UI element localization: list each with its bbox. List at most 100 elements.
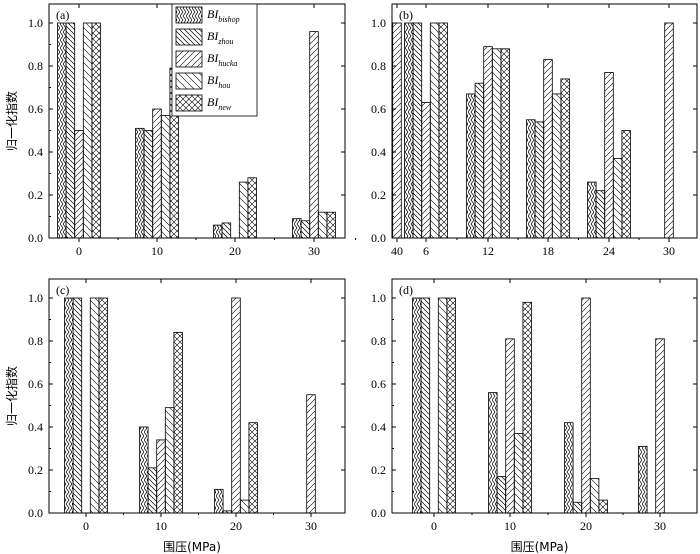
x-tick-label: 30 xyxy=(308,244,320,258)
bar-bi-new-18 xyxy=(560,78,570,239)
bar-bi-bishop-30 xyxy=(292,218,302,239)
bar-bi-new-24 xyxy=(621,130,631,239)
bar-bi-zhou-20 xyxy=(222,510,233,514)
bar-bi-hou-24 xyxy=(612,158,623,239)
bar-bi-zhou-12 xyxy=(474,82,485,239)
x-tick-label: 20 xyxy=(229,244,241,258)
bar-bi-zhou-0 xyxy=(72,297,83,514)
x-tick-label: 10 xyxy=(151,244,163,258)
x-tick-label: 6 xyxy=(423,244,429,258)
bar-bi-bishop-10 xyxy=(135,127,145,239)
x-tick-label: 10 xyxy=(155,519,167,533)
bar-bi-bishop-30 xyxy=(638,445,648,514)
x-tick-label: 0 xyxy=(76,244,82,258)
bar-bi-hucka-30 xyxy=(306,394,316,514)
bar-bi-hucka-12 xyxy=(483,46,493,239)
bar-bi-bishop-0 xyxy=(412,297,422,514)
bar-bi-bishop-10 xyxy=(139,426,149,514)
y-tick-label: 0.4 xyxy=(371,145,386,159)
bar-bi-hucka-30 xyxy=(309,31,319,239)
bar-bi-zhou-20 xyxy=(572,501,583,514)
x-axis-label: 围压(MPa) xyxy=(511,540,569,554)
bar-bi-new-30 xyxy=(326,211,336,239)
y-tick-label: 1.0 xyxy=(28,16,43,30)
y-tick-label: 0.4 xyxy=(371,420,386,434)
bar-bi-hou-10 xyxy=(160,115,171,239)
x-tick-label: 30 xyxy=(654,519,666,533)
panel-label: (b) xyxy=(399,8,413,22)
y-tick-label: 0.8 xyxy=(28,334,43,348)
bar-bi-hou-10 xyxy=(164,407,175,514)
bar-bi-bishop-18 xyxy=(526,119,536,239)
y-axis-label: 归一化指数 xyxy=(4,91,19,151)
legend-swatch xyxy=(175,28,203,46)
panel-label: (c) xyxy=(56,283,69,297)
bar-bi-hou-6 xyxy=(429,22,440,239)
bar-bi-hou-20 xyxy=(589,478,600,514)
y-tick-label: 0.8 xyxy=(371,59,386,73)
panel-d: 0.0 0.2 0.4 0.6 0.8 1.0 0 10 20 30 (d) 围压(MPa) xyxy=(371,278,698,554)
bar-bi-bishop-20 xyxy=(213,224,223,239)
panel-b: 0.0 0.2 0.4 0.6 0.8 1.0 6 12 18 24 30 (b) xyxy=(371,3,698,258)
y-tick-label: 0.6 xyxy=(371,102,386,116)
x-tick-label: 30 xyxy=(663,244,675,258)
bar-bi-hucka-30 xyxy=(664,22,674,239)
bar-bi-new-20 xyxy=(248,422,258,514)
bar-bi-hou-0 xyxy=(437,297,448,514)
bar-bi-hou-20 xyxy=(238,181,249,239)
bar-bi-hucka-30 xyxy=(655,338,665,514)
x-tick-label: 20 xyxy=(580,519,592,533)
bar-bi-hou-12 xyxy=(491,48,502,239)
bar-bi-hucka-24 xyxy=(604,72,614,239)
bar-bi-zhou-10 xyxy=(496,476,507,514)
bar-bi-new-0 xyxy=(446,297,456,514)
bar-bi-zhou-10 xyxy=(143,130,154,239)
bar-bi-bishop-12 xyxy=(466,93,476,239)
bar-bi-hucka-20 xyxy=(231,297,241,514)
x-tick-label: 20 xyxy=(230,519,242,533)
bar-bi-hou-0 xyxy=(89,297,100,514)
plot-frame xyxy=(48,278,346,514)
bar-bi-bishop-10 xyxy=(488,392,498,514)
x-tick-label: 40 xyxy=(391,244,403,258)
bar-bi-bishop-0 xyxy=(64,297,74,514)
bar-bi-hucka-6 xyxy=(421,102,431,239)
x-tick-label: 18 xyxy=(542,244,554,258)
y-tick-label: 0.0 xyxy=(371,231,386,245)
y-tick-label: 0.8 xyxy=(28,59,43,73)
x-tick-label: 30 xyxy=(305,519,317,533)
bar-bi-hucka-0 xyxy=(74,130,84,239)
bar-bi-hucka-10 xyxy=(156,439,166,514)
panel-label: (d) xyxy=(399,283,413,297)
bar-bi-zhou-6 xyxy=(412,22,423,239)
bar-bi-hucka-10 xyxy=(505,338,515,514)
y-tick-label: 0.2 xyxy=(371,463,386,477)
bar-bi-hucka-10 xyxy=(152,108,162,239)
bar-bi-new-20 xyxy=(598,499,608,514)
x-axis-label: 围压(MPa) xyxy=(163,540,221,554)
bar-bi-zhou-24 xyxy=(595,190,606,239)
y-axis-label: 归一化指数 xyxy=(4,366,19,426)
y-tick-label: 0.0 xyxy=(371,506,386,520)
bar-bi-hou-30 xyxy=(317,211,328,239)
bar-bi-new-0 xyxy=(91,22,101,239)
bar-bi-new-0 xyxy=(98,297,108,514)
legend-swatch xyxy=(175,50,203,68)
bar-bi-zhou-18 xyxy=(534,121,545,239)
bar-bi-hou-20 xyxy=(239,499,250,514)
bar-bi-hucka-20 xyxy=(581,297,591,514)
bar-bi-hou-0 xyxy=(82,22,93,239)
bar-bi-hucka-18 xyxy=(543,59,553,239)
bar-bi-hou-10 xyxy=(513,433,524,514)
plot-frame xyxy=(391,278,698,514)
legend-swatch xyxy=(175,6,203,24)
bar-bi-zhou-0 xyxy=(420,297,431,514)
x-tick-label: 0 xyxy=(431,519,437,533)
y-tick-label: 0.0 xyxy=(28,506,43,520)
bar-bi-bishop-20 xyxy=(214,488,224,514)
bar-bi-bishop-0 xyxy=(57,22,67,239)
bar-bi-bishop-20 xyxy=(564,422,574,514)
bar-bi-zhou-10 xyxy=(147,467,158,514)
